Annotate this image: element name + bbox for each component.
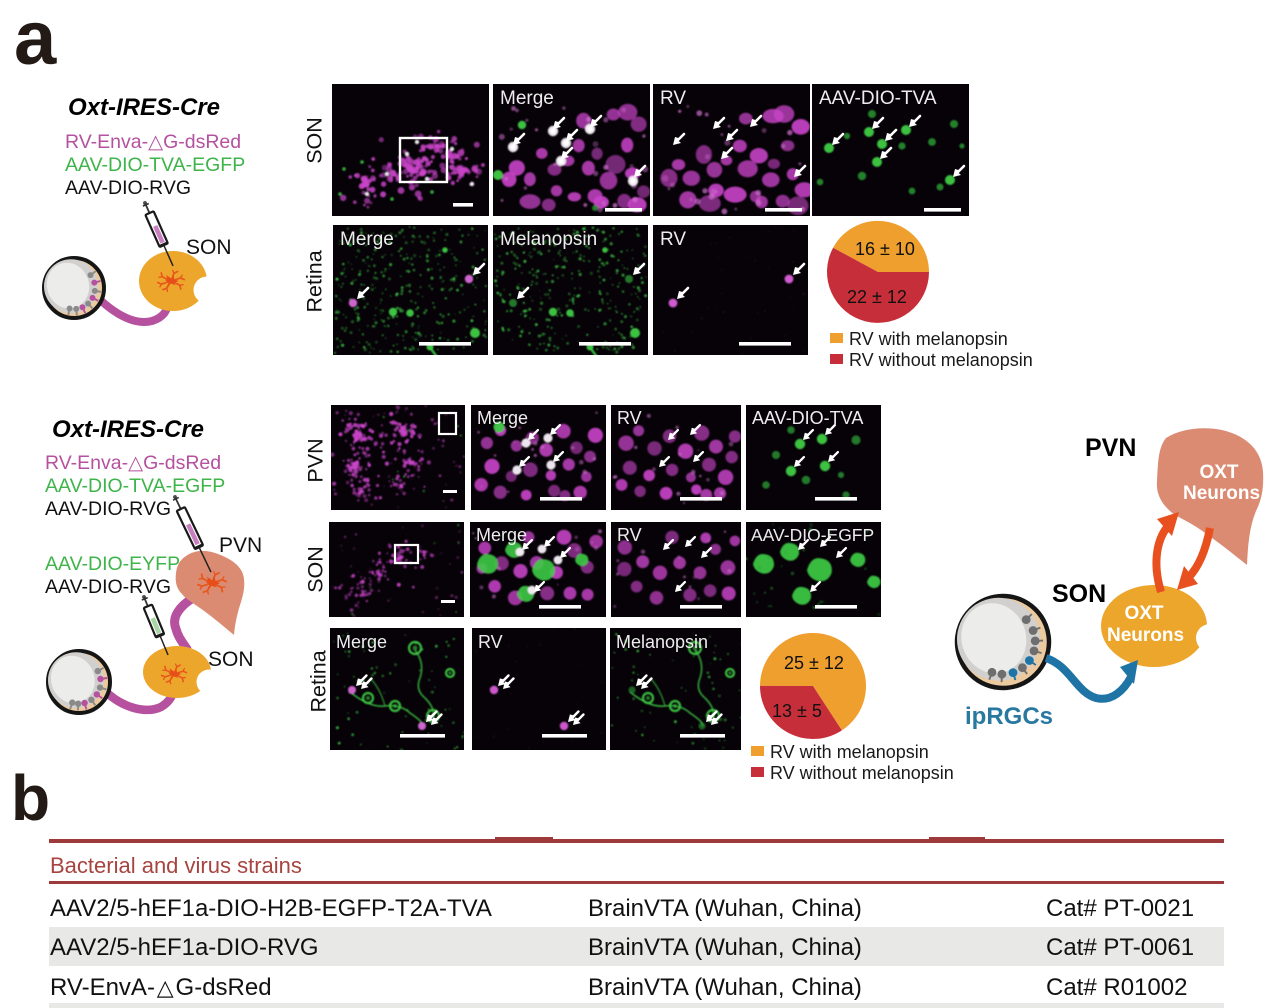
svg-text:RV: RV (660, 88, 686, 109)
svg-text:RV: RV (617, 525, 642, 545)
svg-text:AAV-DIO-TVA: AAV-DIO-TVA (819, 88, 937, 109)
svg-text:RV: RV (660, 229, 686, 250)
svg-text:AAV-DIO-TVA: AAV-DIO-TVA (752, 408, 863, 428)
svg-text:Merge: Merge (340, 229, 394, 250)
svg-text:Merge: Merge (476, 525, 527, 545)
svg-text:RV: RV (617, 408, 642, 428)
svg-text:Melanopsin: Melanopsin (616, 632, 708, 652)
svg-text:AAV-DIO-EGFP: AAV-DIO-EGFP (751, 525, 874, 545)
svg-text:Merge: Merge (336, 632, 387, 652)
svg-text:Merge: Merge (477, 408, 528, 428)
svg-text:Melanopsin: Melanopsin (500, 229, 597, 250)
svg-text:Merge: Merge (500, 88, 554, 109)
svg-text:RV: RV (478, 632, 503, 652)
